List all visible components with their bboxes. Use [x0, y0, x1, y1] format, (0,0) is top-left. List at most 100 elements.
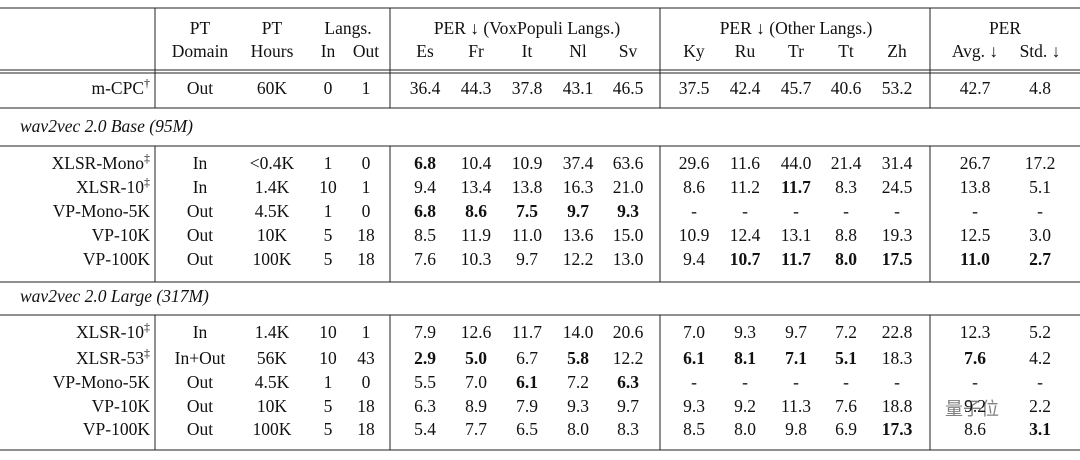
cell: 12.4: [730, 225, 761, 245]
cell: 7.0: [465, 372, 487, 392]
cell: 6.8: [414, 153, 436, 173]
row-label: VP-10K: [92, 396, 151, 416]
header-group: PER ↓ (VoxPopuli Langs.): [434, 18, 621, 38]
cell: 6.1: [516, 372, 538, 392]
cell: 10: [319, 322, 337, 342]
cell: 18: [357, 249, 375, 269]
cell: 37.4: [563, 153, 594, 173]
cell: Out: [187, 249, 213, 269]
cell: 100K: [253, 419, 292, 439]
cell: -: [742, 372, 748, 392]
cell: -: [793, 372, 799, 392]
cell: -: [1037, 372, 1043, 392]
cell: 6.8: [414, 201, 436, 221]
model-name: m-CPC: [91, 78, 144, 98]
cell: 8.9: [465, 396, 487, 416]
cell: 12.6: [461, 322, 492, 342]
cell: 43.1: [563, 78, 594, 98]
cell: -: [691, 201, 697, 221]
cell: 26.7: [960, 153, 991, 173]
row-label: XLSR-10‡: [76, 320, 150, 342]
cell: 8.0: [567, 419, 589, 439]
cell: 10: [319, 177, 337, 197]
model-name: VP-10K: [92, 396, 151, 416]
header-cell: Zh: [887, 41, 907, 61]
cell: 12.2: [563, 249, 594, 269]
cell: 4.5K: [255, 201, 290, 221]
cell: 13.6: [563, 225, 594, 245]
cell: 42.4: [730, 78, 761, 98]
cell: 24.5: [882, 177, 913, 197]
cell: 10.4: [461, 153, 492, 173]
cell: 6.7: [516, 348, 538, 368]
cell: 12.2: [613, 348, 644, 368]
header-group: PT: [262, 18, 283, 38]
header-cell: Ru: [735, 41, 756, 61]
row-label: VP-Mono-5K: [53, 201, 151, 221]
cell: 18.3: [882, 348, 913, 368]
cell: 12.5: [960, 225, 991, 245]
model-name: VP-100K: [83, 249, 150, 269]
cell: 11.7: [512, 322, 542, 342]
cell: 11.7: [781, 177, 811, 197]
cell: 8.3: [835, 177, 857, 197]
cell: 19.3: [882, 225, 913, 245]
footnote-mark: ‡: [144, 320, 150, 334]
header-cell: Hours: [251, 41, 294, 61]
cell: 3.0: [1029, 225, 1051, 245]
cell: 13.4: [461, 177, 492, 197]
cell: 13.1: [781, 225, 812, 245]
row-label: XLSR-Mono‡: [52, 151, 150, 173]
cell: -: [843, 201, 849, 221]
cell: 6.1: [683, 348, 705, 368]
header-cell: Ky: [683, 41, 705, 61]
cell: 10K: [257, 396, 288, 416]
cell: -: [742, 201, 748, 221]
cell: Out: [187, 372, 213, 392]
row-label: VP-100K: [83, 249, 150, 269]
cell: 9.2: [734, 396, 756, 416]
cell: 60K: [257, 78, 288, 98]
cell: 11.6: [730, 153, 760, 173]
header-cell: Domain: [172, 41, 229, 61]
cell: 8.5: [414, 225, 436, 245]
cell: 8.1: [734, 348, 756, 368]
row-label: m-CPC†: [91, 76, 150, 98]
cell: -: [894, 201, 900, 221]
header-cell: Es: [416, 41, 434, 61]
cell: 8.6: [683, 177, 705, 197]
cell: 5.1: [1029, 177, 1051, 197]
cell: Out: [187, 419, 213, 439]
cell: 37.8: [512, 78, 543, 98]
cell: 9.7: [516, 249, 538, 269]
cell: 5: [324, 396, 333, 416]
cell: 1: [324, 153, 333, 173]
cell: 11.7: [781, 249, 811, 269]
footnote-mark: ‡: [144, 175, 150, 189]
cell: 2.7: [1029, 249, 1051, 269]
cell: -: [691, 372, 697, 392]
cell: 13.8: [960, 177, 991, 197]
model-name: VP-10K: [92, 225, 151, 245]
cell: 1.4K: [255, 177, 290, 197]
cell: 7.6: [414, 249, 436, 269]
cell: 7.9: [516, 396, 538, 416]
cell: In: [193, 322, 208, 342]
cell: Out: [187, 225, 213, 245]
cell: -: [843, 372, 849, 392]
cell: 44.3: [461, 78, 492, 98]
cell: 5.2: [1029, 322, 1051, 342]
cell: 45.7: [781, 78, 812, 98]
cell: In: [193, 177, 208, 197]
cell: 44.0: [781, 153, 812, 173]
cell: 18: [357, 396, 375, 416]
row-label: XLSR-53‡: [76, 346, 150, 368]
cell: 17.2: [1025, 153, 1056, 173]
cell: 6.3: [617, 372, 639, 392]
cell: 10: [319, 348, 337, 368]
cell: 1: [324, 372, 333, 392]
cell: 9.4: [414, 177, 436, 197]
cell: 10K: [257, 225, 288, 245]
cell: 16.3: [563, 177, 594, 197]
